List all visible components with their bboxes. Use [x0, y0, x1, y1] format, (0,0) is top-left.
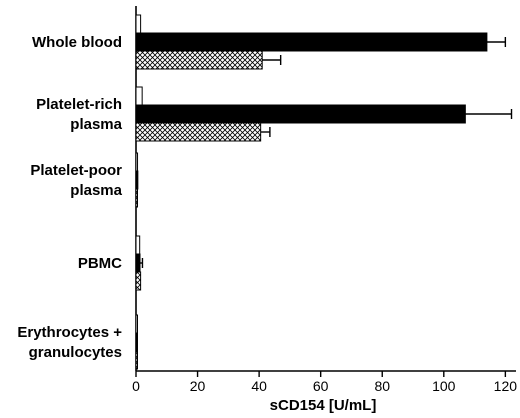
x-axis-ticks: 0 20 40 60 80 100 120 [132, 371, 517, 394]
bar-black [135, 253, 141, 273]
bar-white [135, 152, 139, 172]
category-label: plasma [70, 182, 122, 199]
bar-white [135, 314, 138, 334]
bar-black [135, 104, 466, 124]
category-labels: Whole blood Platelet-rich plasma Platelet-p… [17, 34, 122, 361]
x-tick-label: 40 [251, 378, 267, 394]
category-label: Erythrocytes + [17, 324, 122, 341]
bar-crosshatch [135, 188, 138, 208]
category-label: Whole blood [32, 34, 122, 51]
bar-crosshatch [135, 271, 142, 291]
bar-white [135, 235, 141, 255]
category-label: granulocytes [29, 344, 122, 361]
plot-area [135, 6, 516, 372]
category-label: Platelet-poor [30, 162, 122, 179]
x-tick-label: 0 [132, 378, 140, 394]
x-tick-label: 20 [190, 378, 206, 394]
bar-crosshatch [135, 50, 263, 70]
bar-crosshatch [135, 122, 262, 142]
bar-black [135, 332, 138, 352]
x-tick-label: 80 [374, 378, 390, 394]
bar-white [135, 86, 143, 106]
category-label: Platelet-rich [36, 96, 122, 113]
bar-black [135, 170, 139, 190]
x-axis-title: sCD154 [U/mL] [270, 397, 377, 414]
bar-white [135, 14, 142, 34]
bar-crosshatch [135, 350, 138, 370]
x-tick-label: 120 [494, 378, 518, 394]
x-tick-label: 100 [432, 378, 456, 394]
category-label: PBMC [78, 255, 122, 272]
bar-black [135, 32, 488, 52]
category-label: plasma [70, 116, 122, 133]
x-tick-label: 60 [313, 378, 329, 394]
